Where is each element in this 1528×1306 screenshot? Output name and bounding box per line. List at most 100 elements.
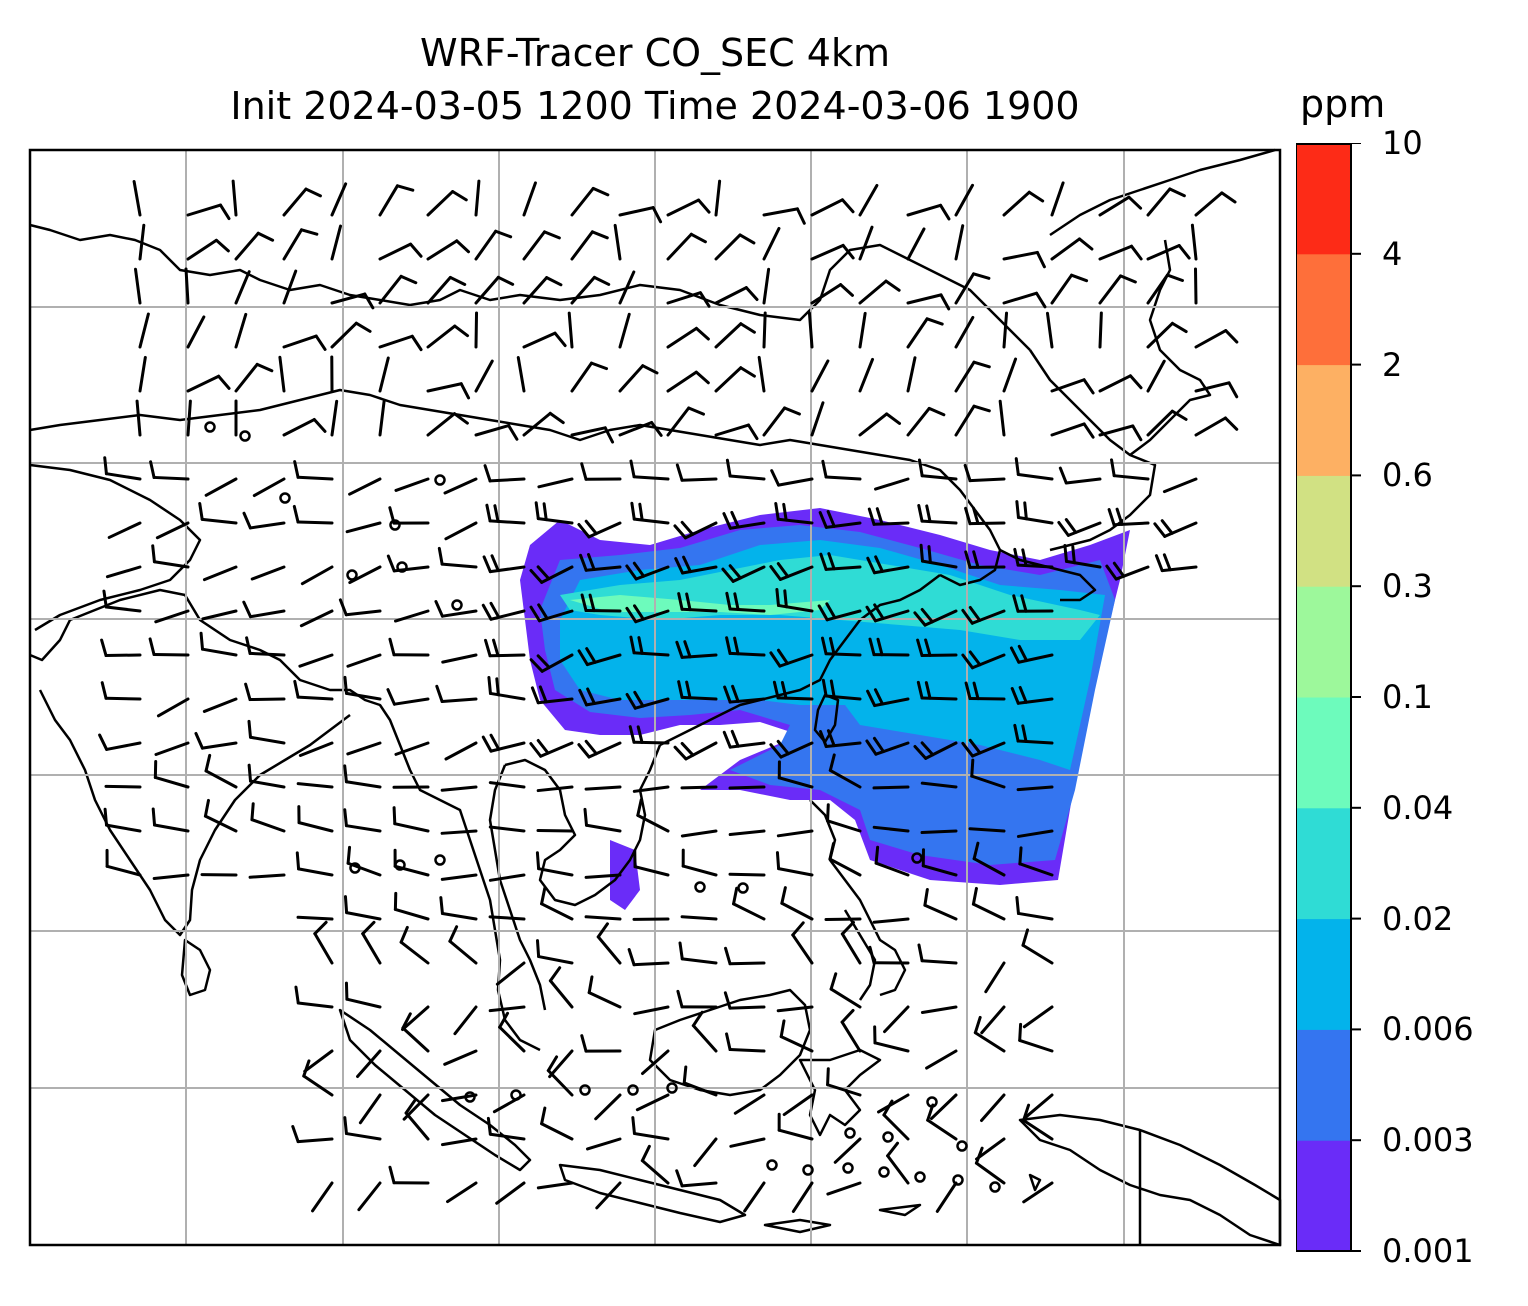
wind-barb — [1009, 644, 1054, 664]
wind-barb — [522, 331, 567, 349]
wind-barb — [666, 198, 711, 217]
wind-barb — [675, 1169, 718, 1188]
wind-barb — [917, 503, 958, 525]
wind-barb — [102, 589, 142, 613]
wind-barb — [247, 719, 286, 745]
wind-barb — [529, 603, 574, 623]
wind-barb — [474, 424, 519, 441]
wind-barb — [975, 1137, 1006, 1161]
wind-barb — [548, 966, 574, 1009]
wind-barb — [874, 845, 910, 877]
map-panel — [28, 148, 1282, 1247]
wind-barb — [826, 1181, 862, 1196]
wind-barb — [920, 1005, 958, 1014]
wind-barb — [103, 456, 142, 481]
calm-wind-symbol — [464, 1091, 476, 1103]
wind-barb — [666, 232, 707, 261]
wind-barb — [961, 650, 1006, 670]
wind-barb — [873, 1025, 910, 1053]
wind-barb — [1153, 519, 1198, 538]
wind-barb — [980, 1093, 1006, 1123]
wind-barb — [810, 283, 854, 305]
wind-barb — [282, 187, 322, 217]
map-title-line2: Init 2024-03-05 1200 Time 2024-03-06 190… — [230, 84, 1080, 128]
wind-barb — [204, 477, 238, 497]
colorbar-tick-label: 2 — [1382, 345, 1403, 384]
calm-wind-symbol — [844, 1127, 856, 1139]
wind-barb — [444, 741, 478, 761]
wind-barb — [728, 785, 766, 790]
wind-barb — [234, 362, 274, 393]
wind-barb — [693, 1137, 718, 1168]
wind-barb — [691, 1010, 718, 1053]
wind-barb — [426, 190, 468, 217]
wind-barb — [345, 521, 382, 534]
wind-barb — [186, 315, 206, 349]
calm-wind-symbol — [737, 882, 749, 894]
colorbar-tick-label: 0.006 — [1382, 1010, 1474, 1049]
wind-barb — [635, 1093, 670, 1112]
wind-barb — [769, 648, 814, 668]
wind-barb — [584, 915, 622, 921]
wind-barb — [440, 873, 478, 881]
wind-barb — [666, 406, 705, 437]
wind-barb — [929, 1093, 958, 1121]
colorbar-tick-label: 0.6 — [1382, 456, 1433, 495]
wind-barb — [296, 915, 334, 921]
wind-barb — [203, 798, 238, 833]
wind-barb — [866, 688, 910, 708]
wind-barb — [330, 292, 375, 310]
wind-barb — [330, 224, 343, 261]
wind-barb — [743, 1181, 766, 1213]
wind-barb — [725, 636, 766, 657]
wind-barb — [536, 785, 574, 793]
wind-barb — [923, 887, 958, 921]
calm-wind-symbol — [434, 474, 446, 486]
wind-barb — [935, 1181, 958, 1213]
wind-barb — [393, 891, 430, 921]
wind-barb — [295, 851, 334, 877]
wind-barb — [252, 477, 286, 498]
wind-barb — [522, 276, 563, 305]
wind-barb — [486, 1116, 526, 1141]
wind-barb — [714, 179, 722, 217]
wind-barb — [388, 1165, 430, 1185]
wind-barb — [154, 741, 190, 756]
wind-barb — [234, 270, 251, 305]
colorbar-segment — [1296, 1029, 1351, 1141]
wind-barb — [818, 510, 862, 529]
wind-barb — [282, 228, 319, 261]
wind-barb — [722, 729, 766, 749]
wind-barb — [199, 631, 238, 657]
wind-barb — [722, 510, 766, 530]
wind-barb — [954, 315, 975, 349]
wind-barb — [762, 406, 801, 437]
wind-barb — [394, 609, 430, 623]
wind-barb — [303, 1049, 334, 1073]
wind-barb — [302, 1059, 334, 1097]
wind-barb — [330, 399, 339, 437]
wind-barb — [244, 682, 286, 702]
wind-barb — [378, 274, 418, 305]
wind-barb — [906, 317, 944, 349]
wind-barb — [725, 1032, 766, 1053]
wind-barb — [343, 808, 382, 833]
colorbar-tick-label: 4 — [1382, 234, 1403, 273]
wind-barb — [714, 286, 759, 305]
wind-barb — [964, 681, 1006, 701]
map-title-line1: WRF-Tracer CO_SEC 4km — [420, 31, 890, 75]
wind-barb — [833, 1137, 862, 1164]
wind-barb — [135, 399, 142, 437]
wind-barb — [826, 803, 862, 833]
calm-wind-symbol — [396, 561, 408, 573]
wind-barb — [618, 206, 663, 224]
wind-barb — [587, 975, 622, 1009]
wind-barb — [426, 382, 471, 400]
wind-barb — [826, 1067, 862, 1097]
wind-barb — [618, 312, 631, 349]
wind-barb — [807, 311, 814, 349]
calm-wind-symbol — [451, 599, 463, 611]
wind-barb — [388, 637, 430, 657]
calm-wind-symbol — [510, 1089, 522, 1101]
wind-barb — [247, 763, 286, 789]
